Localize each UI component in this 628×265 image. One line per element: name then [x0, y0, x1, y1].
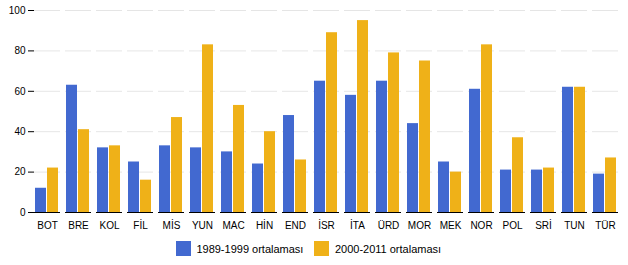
svg-text:SRİ: SRİ [535, 219, 552, 231]
svg-text:0: 0 [20, 207, 26, 218]
svg-text:ÜRD: ÜRD [378, 220, 400, 231]
svg-text:60: 60 [14, 86, 26, 97]
html-text:2000-2011 ortalaması: 2000-2011 ortalaması [334, 242, 442, 255]
html-text:1989-1999 ortalaması: 1989-1999 ortalaması [196, 242, 304, 255]
svg-text:NOR: NOR [470, 220, 492, 231]
svg-text:POL: POL [502, 220, 522, 231]
svg-text:YUN: YUN [192, 220, 213, 231]
svg-text:BOT: BOT [37, 220, 58, 231]
svg-text:MOR: MOR [408, 220, 431, 231]
svg-text:END: END [285, 220, 306, 231]
svg-text:100: 100 [9, 5, 26, 16]
svg-text:MAC: MAC [222, 220, 244, 231]
svg-text:HİN: HİN [256, 219, 273, 231]
svg-text:MİS: MİS [163, 219, 181, 231]
svg-text:MEK: MEK [440, 220, 462, 231]
svg-text:İTA: İTA [350, 219, 365, 231]
svg-text:BRE: BRE [68, 220, 89, 231]
svg-text:TÜR: TÜR [595, 220, 616, 231]
svg-text:TUN: TUN [564, 220, 585, 231]
svg-text:40: 40 [14, 126, 26, 137]
svg-text:KOL: KOL [99, 220, 119, 231]
svg-text:20: 20 [14, 166, 26, 177]
svg-text:FİL: FİL [133, 219, 148, 231]
svg-text:İSR: İSR [318, 219, 335, 231]
svg-text:80: 80 [14, 45, 26, 56]
